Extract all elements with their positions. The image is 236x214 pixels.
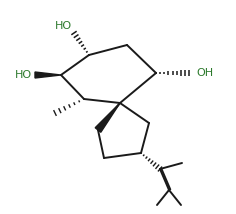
- Text: HO: HO: [55, 21, 72, 31]
- Text: HO: HO: [14, 70, 32, 80]
- Polygon shape: [35, 72, 61, 78]
- Polygon shape: [95, 103, 120, 132]
- Text: OH: OH: [196, 68, 213, 78]
